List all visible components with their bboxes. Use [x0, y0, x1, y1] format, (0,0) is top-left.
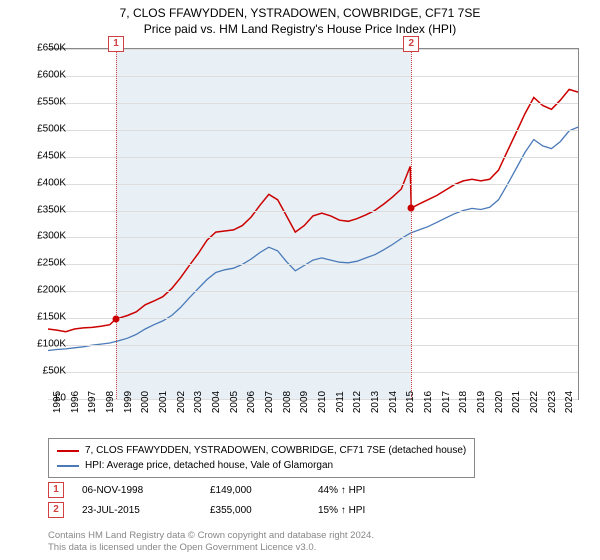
x-tick-label: 1997	[87, 391, 98, 413]
event-line-marker: 1	[108, 36, 124, 52]
y-tick-label: £250K	[22, 258, 66, 269]
title-line-2: Price paid vs. HM Land Registry's House …	[0, 22, 600, 38]
y-tick-label: £550K	[22, 96, 66, 107]
x-tick-label: 1995	[52, 391, 63, 413]
event-marker-1: 1	[48, 482, 64, 498]
y-tick-label: £200K	[22, 285, 66, 296]
x-tick-label: 2013	[370, 391, 381, 413]
x-tick-label: 2021	[511, 391, 522, 413]
x-tick-label: 2022	[529, 391, 540, 413]
y-tick-label: £400K	[22, 177, 66, 188]
x-tick-label: 2019	[476, 391, 487, 413]
legend-swatch-price-paid	[57, 450, 79, 452]
chart-container: 7, CLOS FFAWYDDEN, YSTRADOWEN, COWBRIDGE…	[0, 0, 600, 560]
x-tick-label: 2009	[299, 391, 310, 413]
x-tick-label: 2006	[246, 391, 257, 413]
y-tick-label: £50K	[22, 366, 66, 377]
series-marker-dot	[408, 204, 415, 211]
y-tick-label: £600K	[22, 69, 66, 80]
event-price-2: £355,000	[210, 505, 300, 516]
x-tick-label: 2002	[176, 391, 187, 413]
footer-line-2: This data is licensed under the Open Gov…	[48, 542, 374, 554]
legend-box: 7, CLOS FFAWYDDEN, YSTRADOWEN, COWBRIDGE…	[48, 438, 475, 478]
event-line-marker: 2	[403, 36, 419, 52]
x-tick-label: 2008	[282, 391, 293, 413]
x-tick-label: 2018	[458, 391, 469, 413]
event-date-1: 06-NOV-1998	[82, 485, 192, 496]
event-date-2: 23-JUL-2015	[82, 505, 192, 516]
footer-attribution: Contains HM Land Registry data © Crown c…	[48, 530, 374, 554]
x-tick-label: 2007	[264, 391, 275, 413]
x-tick-label: 2000	[140, 391, 151, 413]
legend-label-hpi: HPI: Average price, detached house, Vale…	[85, 458, 333, 473]
x-tick-label: 2003	[193, 391, 204, 413]
event-marker-2: 2	[48, 502, 64, 518]
y-tick-label: £150K	[22, 312, 66, 323]
title-line-1: 7, CLOS FFAWYDDEN, YSTRADOWEN, COWBRIDGE…	[0, 6, 600, 22]
footer-line-1: Contains HM Land Registry data © Crown c…	[48, 530, 374, 542]
x-tick-label: 2016	[423, 391, 434, 413]
x-tick-label: 2012	[352, 391, 363, 413]
x-tick-label: 2011	[335, 391, 346, 413]
x-tick-label: 2023	[547, 391, 558, 413]
x-tick-label: 1998	[105, 391, 116, 413]
x-tick-label: 2010	[317, 391, 328, 413]
legend-swatch-hpi	[57, 465, 79, 467]
x-tick-label: 2004	[211, 391, 222, 413]
y-tick-label: £300K	[22, 231, 66, 242]
x-tick-label: 2024	[564, 391, 575, 413]
y-tick-label: £450K	[22, 150, 66, 161]
x-tick-label: 2015	[405, 391, 416, 413]
y-tick-label: £650K	[22, 43, 66, 54]
legend-label-price-paid: 7, CLOS FFAWYDDEN, YSTRADOWEN, COWBRIDGE…	[85, 443, 466, 458]
x-tick-label: 2005	[229, 391, 240, 413]
event-row-1: 1 06-NOV-1998 £149,000 44% ↑ HPI	[48, 482, 398, 498]
event-pct-2: 15% ↑ HPI	[318, 505, 398, 516]
title-block: 7, CLOS FFAWYDDEN, YSTRADOWEN, COWBRIDGE…	[0, 0, 600, 37]
y-tick-label: £500K	[22, 123, 66, 134]
event-row-2: 2 23-JUL-2015 £355,000 15% ↑ HPI	[48, 502, 398, 518]
x-tick-label: 2020	[494, 391, 505, 413]
x-tick-label: 2017	[441, 391, 452, 413]
chart-plot-area	[48, 48, 579, 400]
x-tick-label: 2014	[388, 391, 399, 413]
y-tick-label: £100K	[22, 339, 66, 350]
series-marker-dot	[113, 315, 120, 322]
event-price-1: £149,000	[210, 485, 300, 496]
x-tick-label: 2001	[158, 391, 169, 413]
x-tick-label: 1996	[70, 391, 81, 413]
y-tick-label: £350K	[22, 204, 66, 215]
x-tick-label: 1999	[123, 391, 134, 413]
legend-row-price-paid: 7, CLOS FFAWYDDEN, YSTRADOWEN, COWBRIDGE…	[57, 443, 466, 458]
chart-svg	[48, 49, 578, 399]
legend-row-hpi: HPI: Average price, detached house, Vale…	[57, 458, 466, 473]
event-pct-1: 44% ↑ HPI	[318, 485, 398, 496]
